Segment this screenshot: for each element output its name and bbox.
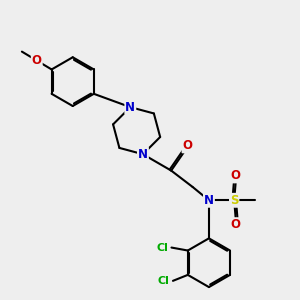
Text: N: N — [204, 194, 214, 207]
Text: S: S — [230, 194, 239, 207]
Text: O: O — [182, 140, 193, 152]
Text: O: O — [32, 54, 42, 67]
Text: Cl: Cl — [158, 276, 169, 286]
Text: Cl: Cl — [157, 243, 169, 253]
Text: N: N — [138, 148, 148, 161]
Text: O: O — [231, 169, 241, 182]
Text: O: O — [231, 218, 241, 231]
Text: N: N — [125, 100, 135, 114]
